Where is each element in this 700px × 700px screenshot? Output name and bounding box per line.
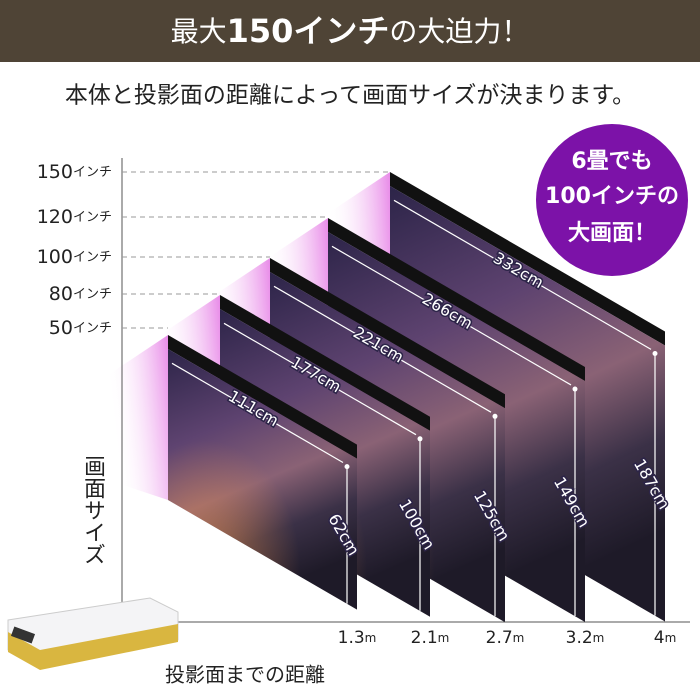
distance-unit: m [438,631,450,645]
distance-unit: m [665,631,677,645]
size-label: 100インチ [37,246,112,268]
distance-label: 3.2m [566,628,605,648]
size-unit: インチ [73,165,112,180]
size-label: 80インチ [49,283,112,305]
width-line [393,199,652,350]
screen-frame [270,258,505,409]
size-unit: インチ [73,321,112,336]
size-label: 150インチ [37,161,112,183]
width-line [331,245,572,386]
x-axis-label: 投影面までの距離 [165,663,325,687]
distance-label: 4m [654,628,677,648]
height-dot [572,386,578,392]
size-label: 120インチ [37,206,112,228]
size-label: 50インチ [49,317,112,339]
screen-frame [168,335,357,459]
screen-frame [390,172,665,346]
distance-label: 2.1m [411,628,450,648]
height-dot [417,436,423,442]
badge-line: 6畳でも [571,149,652,174]
header-bar [0,0,700,62]
title-part: 最大 [171,15,227,48]
size-number: 50 [49,317,73,339]
size-unit: インチ [73,250,112,265]
subtitle: 本体と投影面の距離によって画面サイズが決まります。 [65,83,635,109]
distance-label: 1.3m [338,628,377,648]
title-part: 150インチ [227,12,390,50]
size-number: 120 [37,206,73,228]
badge [536,124,688,276]
screen-glow [108,335,168,500]
size-number: 100 [37,246,73,268]
projector [7,597,179,670]
height-dot [492,413,498,419]
distance-number: 2.1 [411,628,438,648]
width-line [223,322,417,436]
width-line [171,362,344,464]
distance-unit: m [365,631,377,645]
height-dot [652,351,658,356]
title-part: の大迫力！ [389,15,529,48]
screen-frame [220,295,430,431]
size-number: 150 [37,161,73,183]
distance-unit: m [513,631,525,645]
size-number: 80 [49,283,73,305]
screen-lights [168,349,357,610]
header-title: 最大150インチの大迫力！ [171,12,530,50]
distance-number: 3.2 [566,628,593,648]
distance-label: 2.7m [486,628,525,648]
distance-number: 4 [654,628,665,648]
size-unit: インチ [73,287,112,302]
badge-line: 100インチの [545,184,679,209]
distance-number: 2.7 [486,628,513,648]
width-line [273,285,492,413]
distance-number: 1.3 [338,628,365,648]
y-axis-label: 画面サイズ [80,455,105,565]
badge-line: 大画面！ [568,221,656,246]
distance-unit: m [593,631,605,645]
size-unit: インチ [73,210,112,225]
screen-frame [328,218,585,382]
height-dot [344,464,350,470]
